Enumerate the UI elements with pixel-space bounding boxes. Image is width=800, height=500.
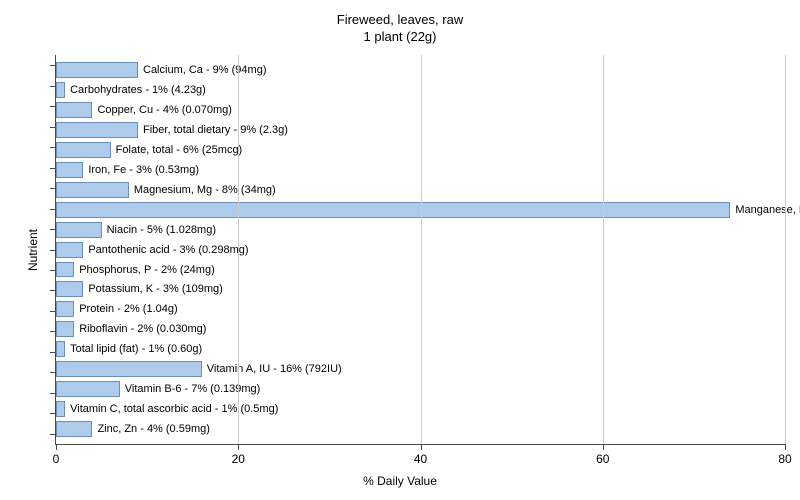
bar-label: Manganese, Mn - 74% (1.475mg)	[729, 204, 800, 216]
bar-label: Copper, Cu - 4% (0.070mg)	[91, 104, 232, 116]
x-tick-label: 60	[596, 444, 609, 466]
y-tick	[50, 393, 56, 394]
bar: Vitamin A, IU - 16% (792IU)	[56, 361, 202, 377]
bar: Total lipid (fat) - 1% (0.60g)	[56, 341, 65, 357]
y-axis-label: Nutrient	[26, 229, 40, 271]
bar-label: Phosphorus, P - 2% (24mg)	[73, 264, 215, 276]
bar-label: Magnesium, Mg - 8% (34mg)	[128, 184, 276, 196]
bar-label: Calcium, Ca - 9% (94mg)	[137, 64, 266, 76]
bar-label: Riboflavin - 2% (0.030mg)	[73, 323, 206, 335]
bar-label: Vitamin C, total ascorbic acid - 1% (0.5…	[64, 403, 278, 415]
bar: Phosphorus, P - 2% (24mg)	[56, 262, 74, 278]
bar: Zinc, Zn - 4% (0.59mg)	[56, 421, 92, 437]
y-tick	[50, 331, 56, 332]
y-tick	[50, 209, 56, 210]
x-axis-label: % Daily Value	[363, 474, 437, 488]
bar-label: Vitamin A, IU - 16% (792IU)	[201, 363, 342, 375]
gridline	[238, 55, 239, 444]
bar: Protein - 2% (1.04g)	[56, 301, 74, 317]
plot-area: Calcium, Ca - 9% (94mg) Carbohydrates - 1…	[55, 55, 785, 445]
y-tick	[50, 311, 56, 312]
bar: Pantothenic acid - 3% (0.298mg)	[56, 242, 83, 258]
bar: Calcium, Ca - 9% (94mg)	[56, 62, 138, 78]
y-tick	[50, 168, 56, 169]
y-tick	[50, 188, 56, 189]
bar: Magnesium, Mg - 8% (34mg)	[56, 182, 129, 198]
bar: Vitamin C, total ascorbic acid - 1% (0.5…	[56, 401, 65, 417]
y-tick	[50, 413, 56, 414]
bar: Copper, Cu - 4% (0.070mg)	[56, 102, 92, 118]
gridline	[785, 55, 786, 444]
y-tick	[50, 127, 56, 128]
bar-label: Iron, Fe - 3% (0.53mg)	[82, 164, 199, 176]
bar-label: Zinc, Zn - 4% (0.59mg)	[91, 423, 209, 435]
y-tick	[50, 352, 56, 353]
chart-title: Fireweed, leaves, raw 1 plant (22g)	[0, 0, 800, 46]
bar-label: Total lipid (fat) - 1% (0.60g)	[64, 343, 202, 355]
y-tick	[50, 250, 56, 251]
bar: Folate, total - 6% (25mcg)	[56, 142, 111, 158]
bar: Potassium, K - 3% (109mg)	[56, 281, 83, 297]
bar-label: Folate, total - 6% (25mcg)	[110, 144, 243, 156]
bar: Riboflavin - 2% (0.030mg)	[56, 321, 74, 337]
chart-title-line1: Fireweed, leaves, raw	[0, 12, 800, 29]
bar-label: Niacin - 5% (1.028mg)	[101, 224, 216, 236]
bar: Carbohydrates - 1% (4.23g)	[56, 82, 65, 98]
bar: Iron, Fe - 3% (0.53mg)	[56, 162, 83, 178]
bar: Manganese, Mn - 74% (1.475mg)	[56, 202, 730, 218]
bar-label: Potassium, K - 3% (109mg)	[82, 283, 223, 295]
bar: Fiber, total dietary - 9% (2.3g)	[56, 122, 138, 138]
bar: Niacin - 5% (1.028mg)	[56, 222, 102, 238]
y-tick	[50, 106, 56, 107]
bar-label: Protein - 2% (1.04g)	[73, 303, 177, 315]
x-tick-label: 0	[53, 444, 60, 466]
nutrient-chart: Fireweed, leaves, raw 1 plant (22g) Nutr…	[0, 0, 800, 500]
y-tick	[50, 229, 56, 230]
y-tick	[50, 290, 56, 291]
bar-label: Carbohydrates - 1% (4.23g)	[64, 84, 206, 96]
bar-label: Fiber, total dietary - 9% (2.3g)	[137, 124, 288, 136]
y-tick	[50, 434, 56, 435]
y-tick	[50, 372, 56, 373]
gridline	[603, 55, 604, 444]
gridline	[421, 55, 422, 444]
chart-title-line2: 1 plant (22g)	[0, 29, 800, 46]
y-tick	[50, 270, 56, 271]
x-tick-label: 80	[778, 444, 791, 466]
bar: Vitamin B-6 - 7% (0.139mg)	[56, 381, 120, 397]
y-tick	[50, 147, 56, 148]
x-tick-label: 20	[232, 444, 245, 466]
y-tick	[50, 65, 56, 66]
bar-label: Pantothenic acid - 3% (0.298mg)	[82, 244, 248, 256]
y-tick	[50, 86, 56, 87]
x-tick-label: 40	[414, 444, 427, 466]
